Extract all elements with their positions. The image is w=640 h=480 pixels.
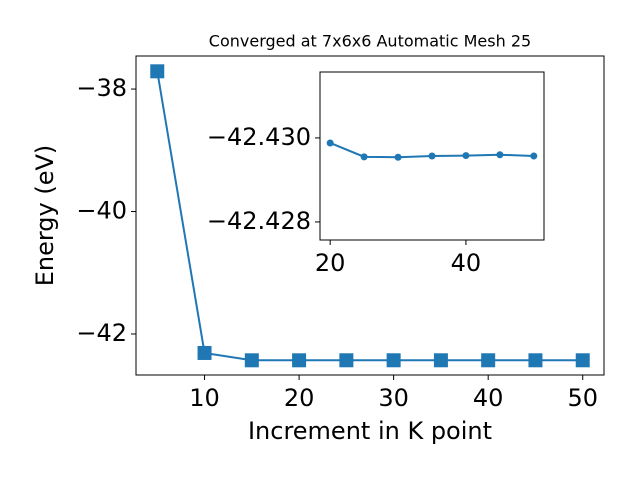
- marker: [575, 353, 590, 368]
- marker: [433, 353, 448, 368]
- x-tick-label: 10: [189, 384, 220, 412]
- marker: [244, 353, 259, 368]
- marker: [197, 345, 212, 360]
- marker: [360, 153, 368, 161]
- y-tick-label: −38: [76, 74, 127, 102]
- marker: [530, 152, 538, 160]
- marker: [150, 64, 165, 79]
- x-tick-label: 40: [451, 249, 482, 277]
- series-line: [156, 71, 583, 362]
- y-tick-label: −40: [76, 197, 127, 225]
- marker: [462, 152, 470, 160]
- x-tick-label: 50: [567, 384, 598, 412]
- y-tick-label: −42.428: [207, 207, 311, 235]
- y-tick-label: −42: [76, 319, 127, 347]
- marker: [481, 353, 496, 368]
- marker: [528, 353, 543, 368]
- marker: [339, 353, 354, 368]
- marker: [394, 153, 402, 161]
- x-axis-label: Increment in K point: [248, 417, 492, 445]
- marker: [292, 353, 307, 368]
- x-tick-label: 30: [378, 384, 409, 412]
- y-tick-label: −42.430: [207, 123, 311, 151]
- marker: [386, 353, 401, 368]
- marker: [496, 151, 504, 159]
- x-tick-label: 20: [315, 249, 346, 277]
- x-tick-label: 40: [473, 384, 504, 412]
- marker: [428, 152, 436, 160]
- y-axis-label: Energy (eV): [31, 145, 59, 287]
- marker: [326, 139, 334, 147]
- chart-title: Converged at 7x6x6 Automatic Mesh 25: [209, 32, 531, 51]
- x-tick-label: 20: [284, 384, 315, 412]
